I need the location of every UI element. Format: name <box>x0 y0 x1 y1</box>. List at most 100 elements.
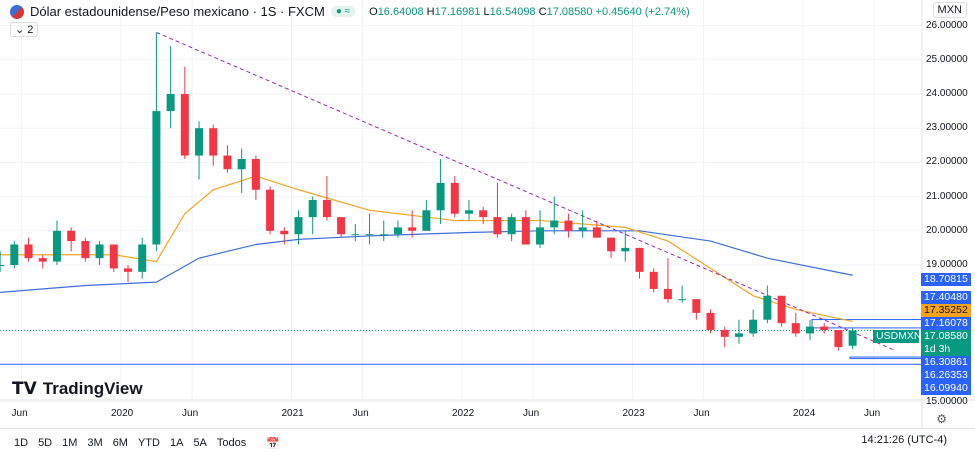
range-button-3m[interactable]: 3M <box>87 437 103 449</box>
candle <box>237 158 246 170</box>
candle <box>521 217 530 245</box>
candle <box>38 258 47 262</box>
candle <box>67 230 76 242</box>
price-label: 16.09940 <box>921 382 971 395</box>
candle <box>0 265 5 266</box>
calendar-icon[interactable]: 📅 <box>266 437 280 450</box>
candle <box>649 271 658 289</box>
symbol-title[interactable]: Dólar estadounidense/Peso mexicano · 1S … <box>30 4 325 19</box>
price-label: 17.35252 <box>921 304 971 317</box>
bar-countdown: 1d 3h <box>924 343 951 355</box>
candle <box>621 247 630 252</box>
candle <box>379 234 388 236</box>
currency-selector[interactable]: MXN <box>932 2 967 18</box>
tradingview-logo[interactable]: 𝗧𝗩 TradingView <box>12 379 143 398</box>
candle <box>763 295 772 320</box>
candle <box>791 323 800 334</box>
range-button-1a[interactable]: 1A <box>169 437 184 449</box>
x-tick-label: Jun <box>523 408 540 419</box>
candle <box>393 227 402 235</box>
y-tick-label: 24.00000 <box>926 88 968 99</box>
candle <box>706 312 715 330</box>
candle <box>10 244 19 265</box>
candle <box>251 158 260 190</box>
x-tick-label: 2024 <box>793 408 816 419</box>
range-button-todos[interactable]: Todos <box>216 437 247 449</box>
range-box <box>849 356 923 360</box>
range-button-5a[interactable]: 5A <box>193 437 207 449</box>
ma-blue-line <box>0 230 853 293</box>
candle <box>734 333 743 337</box>
y-tick-label: 26.00000 <box>926 19 968 31</box>
y-tick-label: 19.00000 <box>926 259 968 270</box>
x-tick-label: 2022 <box>452 408 475 419</box>
candle <box>365 234 374 236</box>
y-tick-label: 20.00000 <box>926 224 968 236</box>
candle <box>607 237 616 252</box>
candle <box>777 295 786 324</box>
range-button-1m[interactable]: 1M <box>62 437 78 449</box>
candle <box>493 217 502 235</box>
candle <box>806 326 814 334</box>
candle <box>465 210 473 214</box>
price-label: 16.30861 <box>921 356 971 369</box>
x-tick-label: 2021 <box>281 408 304 419</box>
range-button-5d[interactable]: 5D <box>38 437 53 449</box>
symbol-header: Dólar estadounidense/Peso mexicano · 1S … <box>10 4 690 19</box>
symbol-tag: USDMXN <box>873 330 922 343</box>
range-button-ytd[interactable]: YTD <box>137 437 160 449</box>
candle <box>692 299 701 313</box>
tv-logo-icon: 𝗧𝗩 <box>12 379 37 398</box>
candle <box>24 244 33 259</box>
flag-icon <box>10 4 24 19</box>
candle <box>195 128 204 156</box>
price-label: 18.70815 <box>921 273 971 286</box>
candle <box>422 210 431 231</box>
candle <box>536 227 545 245</box>
x-tick-label: 2020 <box>111 408 134 419</box>
candle <box>209 128 218 156</box>
price-chart[interactable] <box>0 0 975 428</box>
candle <box>749 319 758 334</box>
candle <box>564 220 573 231</box>
candle <box>663 288 672 300</box>
trendline <box>156 31 896 351</box>
range-button-1d[interactable]: 1D <box>14 437 29 449</box>
market-status-badge[interactable]: ● ≈ <box>330 6 356 17</box>
clock: 14:21:26 (UTC-4) <box>861 434 947 446</box>
candle <box>351 234 360 236</box>
candle <box>138 244 147 272</box>
candle <box>180 94 189 156</box>
x-tick-label: Jun <box>11 408 28 419</box>
candle <box>678 299 687 301</box>
ma-orange-line <box>0 175 853 323</box>
bottom-toolbar: 1D 5D 1M 3M 6M YTD 1A 5A Todos 📅 <box>0 428 975 457</box>
y-tick-label: 22.00000 <box>926 156 968 168</box>
candle <box>337 217 346 235</box>
price-label: 17.08580 1d 3h <box>921 330 971 356</box>
candle <box>124 268 132 272</box>
candle <box>635 247 644 272</box>
indicators-collapse-button[interactable]: ⌄ 2 <box>10 22 39 37</box>
x-tick-label: Jun <box>693 408 710 419</box>
candle <box>408 227 417 231</box>
price-label: 16.26353 <box>921 369 971 382</box>
candle <box>166 94 175 112</box>
candle <box>578 227 587 231</box>
range-box <box>811 319 923 329</box>
candle <box>436 182 445 211</box>
candle <box>266 189 275 231</box>
y-tick-label: 23.00000 <box>926 122 968 134</box>
candle <box>507 217 516 235</box>
settings-icon[interactable]: ⚙ <box>936 412 947 426</box>
candle <box>450 182 459 214</box>
range-button-6m[interactable]: 6M <box>112 437 128 449</box>
candle <box>834 329 843 348</box>
candle <box>81 241 90 259</box>
candle <box>592 227 601 238</box>
x-tick-label: 2023 <box>622 408 645 419</box>
y-tick-label: 21.00000 <box>926 190 968 202</box>
price-label: 17.40480 <box>921 291 971 304</box>
candle <box>294 217 303 235</box>
ohlc-readout: O16.64008 H17.16981 L16.54098 C17.08580 … <box>369 5 690 18</box>
